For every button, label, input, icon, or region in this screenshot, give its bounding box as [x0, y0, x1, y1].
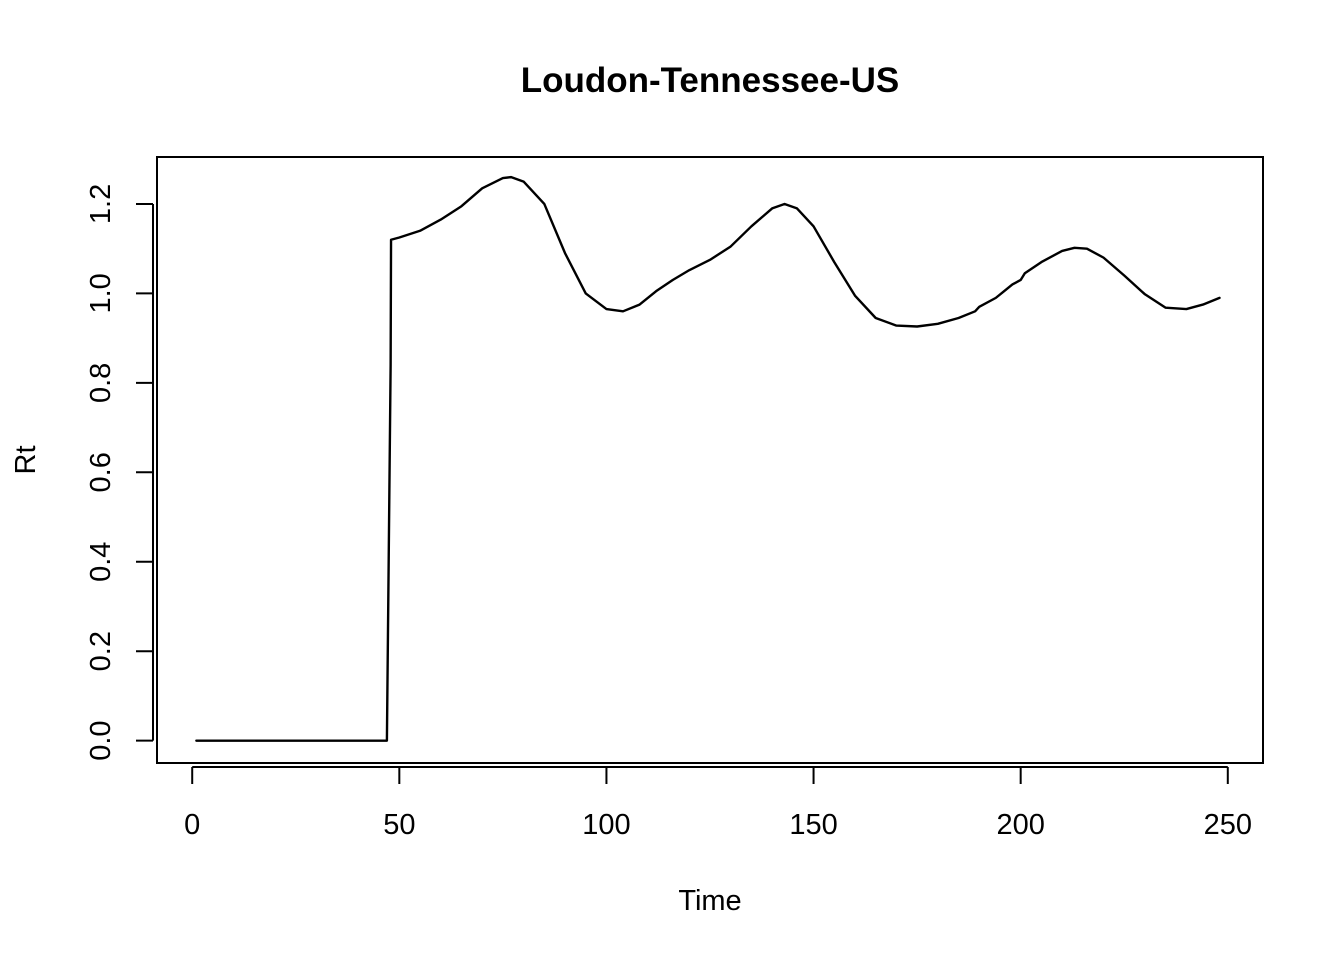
y-tick-label: 1.2 [85, 184, 117, 224]
chart-title: Loudon-Tennessee-US [521, 61, 900, 100]
y-axis: 0.0 0.2 0.4 0.6 0.8 1.0 1.2 [85, 184, 154, 761]
x-axis: 0 50 100 150 200 250 [184, 766, 1252, 841]
series-line-0 [195, 175, 1221, 742]
x-tick-label: 100 [582, 809, 630, 841]
plot-frame [156, 156, 1264, 764]
y-axis-label: Rt [10, 446, 42, 475]
y-tick-label: 1.0 [85, 273, 117, 313]
x-tick-label: 200 [996, 809, 1044, 841]
y-tick-label: 0.0 [85, 720, 117, 760]
y-tick-label: 0.6 [85, 452, 117, 492]
y-tick-label: 0.2 [85, 631, 117, 671]
x-tick-label: 250 [1204, 809, 1252, 841]
x-tick-label: 150 [789, 809, 837, 841]
x-axis-label: Time [678, 885, 741, 917]
y-tick-label: 0.8 [85, 363, 117, 403]
y-tick-label: 0.4 [85, 542, 117, 582]
series-layer [195, 175, 1221, 742]
x-tick-label: 0 [184, 809, 200, 841]
x-tick-label: 50 [383, 809, 415, 841]
